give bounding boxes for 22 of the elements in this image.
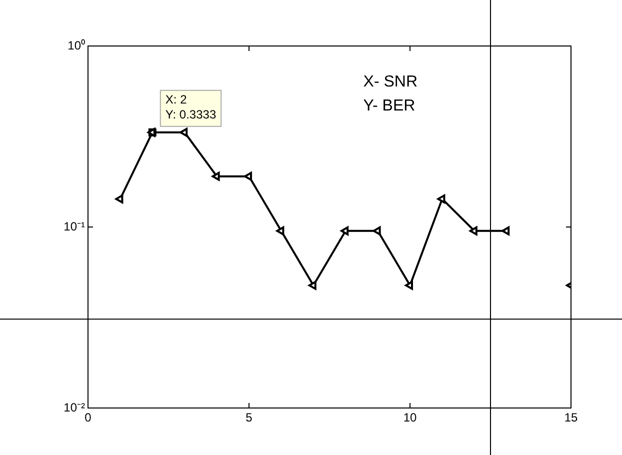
point (502, 226, 510, 236)
x-tick-label: 5 (246, 410, 253, 425)
point (308, 280, 316, 290)
point (340, 226, 349, 236)
point (212, 172, 220, 181)
x-tick-label: 10 (403, 410, 417, 425)
point (180, 128, 188, 137)
annotation: X: 2 Y: 0.3333 (165, 92, 216, 122)
annotation: Y- BER (363, 97, 416, 114)
x-tick-label: 15 (564, 410, 578, 425)
y-tick-label: 10⁰ (68, 38, 85, 52)
point (276, 226, 284, 236)
point (469, 226, 478, 236)
point (372, 226, 381, 236)
point (244, 172, 252, 181)
x-tick-label: 0 (84, 410, 92, 425)
point (115, 194, 124, 204)
point (437, 194, 446, 204)
annotation: X- SNR (363, 73, 418, 90)
y-tick-label: 10⁻¹ (64, 219, 86, 234)
point (405, 280, 413, 290)
y-tick-label: 10⁻² (64, 400, 86, 414)
